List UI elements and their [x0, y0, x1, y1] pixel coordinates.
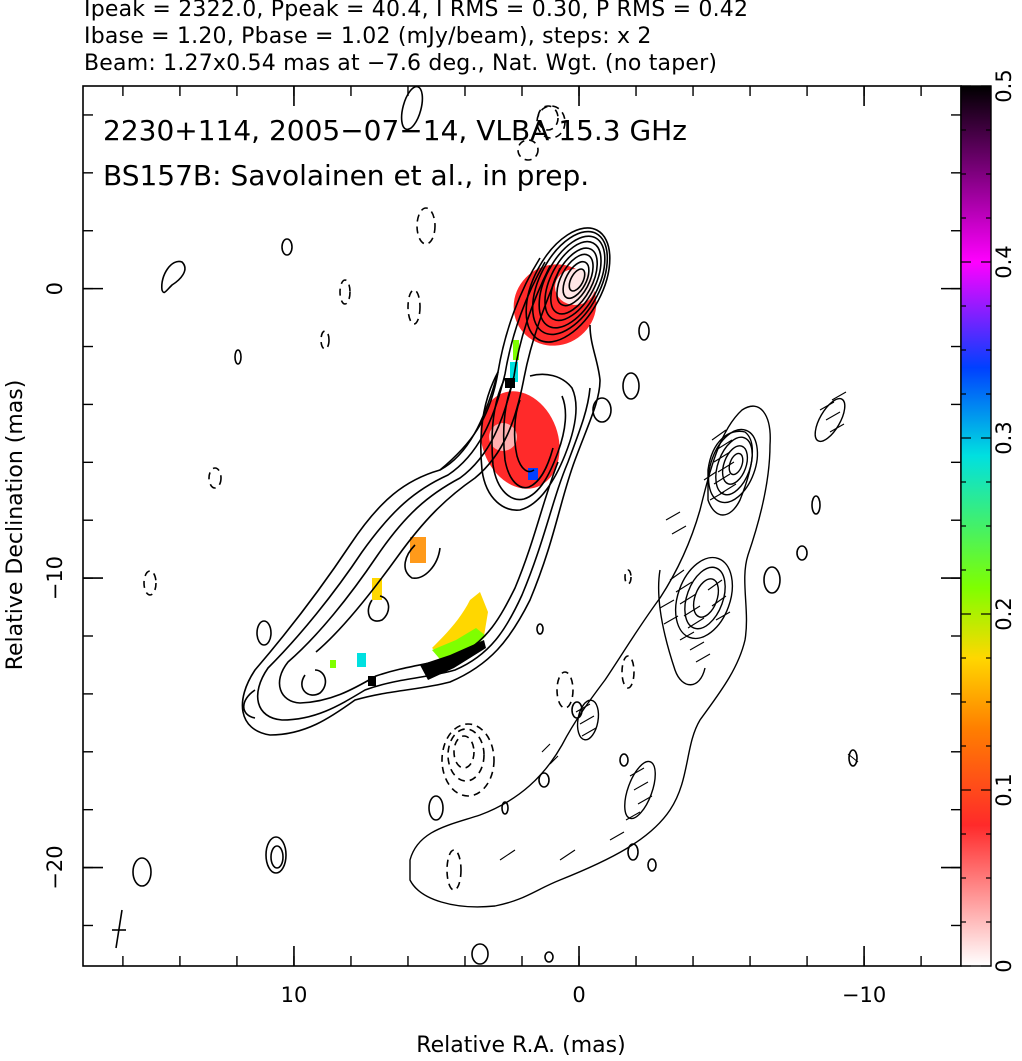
x-axis-title: Relative R.A. (mas): [416, 1033, 625, 1058]
pol-patch-orange: [410, 537, 426, 563]
y-tick-label: −10: [43, 556, 67, 600]
colorbar-tick-label: 0.3: [992, 421, 1016, 454]
beam-cross: [112, 909, 126, 949]
x-tick-label: 10: [281, 983, 308, 1007]
y-tick-labels: 0 −10 −20: [43, 282, 67, 890]
isolated-contours: [132, 86, 858, 965]
colorbar-ticks: [961, 85, 991, 967]
plot-frame: [82, 85, 962, 967]
x-tick-label: 0: [572, 983, 585, 1007]
pol-patch-small-green: [330, 660, 336, 668]
intensity-contours-core: [525, 227, 611, 343]
plot-content: [112, 86, 859, 965]
pol-patch-blue: [528, 468, 538, 480]
pol-patch-small-cyan: [357, 653, 366, 667]
pol-patch-small-black: [368, 676, 376, 686]
major-ticks: [83, 86, 961, 966]
y-axis-title: Relative Declination (mas): [3, 380, 28, 671]
plot-annotation-1: 2230+114, 2005−07−14, VLBA 15.3 GHz: [103, 114, 687, 147]
evpa-vectors: [499, 391, 859, 861]
negative-contours: [143, 105, 635, 891]
colorbar: 0 0.1 0.2 0.3 0.4 0.5: [960, 69, 1016, 973]
plot-annotation-2: BS157B: Savolainen et al., in prep.: [103, 159, 589, 192]
minor-ticks: [83, 86, 961, 966]
colorbar-labels: 0 0.1 0.2 0.3 0.4 0.5: [992, 69, 1016, 972]
colorbar-tick-label: 0: [992, 959, 1016, 972]
pol-patch-black: [505, 378, 515, 388]
header-line-1: Ipeak = 2322.0, Ppeak = 40.4, I RMS = 0.…: [84, 0, 749, 22]
colorbar-tick-label: 0.4: [992, 245, 1016, 278]
header-line-2: Ibase = 1.20, Pbase = 1.02 (mJy/beam), s…: [84, 24, 652, 49]
pol-patch-edge-black: [420, 640, 486, 680]
x-tick-labels: 10 0 −10: [281, 983, 887, 1007]
header-line-3: Beam: 1.27x0.54 mas at −7.6 deg., Nat. W…: [84, 51, 718, 76]
colorbar-tick-label: 0.5: [992, 69, 1016, 102]
colorbar-tick-label: 0.2: [992, 597, 1016, 630]
y-tick-label: −20: [43, 845, 67, 889]
pol-patch-component: [480, 391, 560, 489]
pol-patch-edge-green: [432, 628, 486, 665]
y-tick-label: 0: [43, 282, 67, 295]
x-tick-label: −10: [842, 983, 886, 1007]
pol-patch-yellow: [372, 578, 382, 600]
intensity-contours-jet: [241, 257, 601, 736]
pol-patch-green: [513, 340, 519, 360]
colorbar-tick-label: 0.1: [992, 773, 1016, 806]
